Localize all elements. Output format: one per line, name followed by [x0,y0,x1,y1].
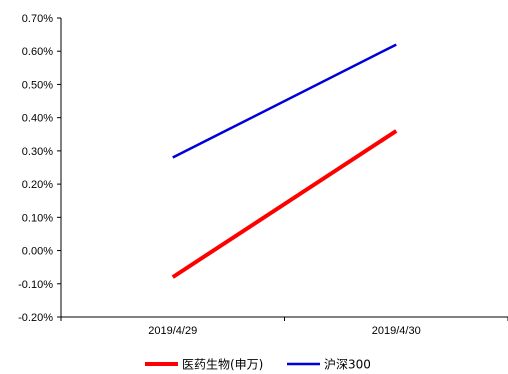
y-tick-label: 0.60% [22,46,53,58]
y-tick-label: -0.20% [18,312,53,324]
series-line-1 [172,43,397,159]
y-tick-label: -0.10% [18,279,53,291]
y-tick-label: 0.00% [22,246,53,258]
y-tick-label: 0.10% [22,212,53,224]
y-tick-label: 0.20% [22,179,53,191]
y-axis: -0.20% -0.10% 0.00% 0.10% 0.20% 0.30% 0.40% 0.5… [18,13,62,324]
series-line-0 [171,129,398,279]
y-tick-label: 0.30% [22,146,53,158]
y-tick-label: 0.50% [22,79,53,91]
legend-label-0: 医药生物(申万) [182,358,263,372]
x-axis: 2019/4/29 2019/4/30 [60,316,508,337]
series-layer [171,43,398,279]
y-tick-label: 0.40% [22,113,53,125]
legend: 医药生物(申万) 沪深300 [145,358,371,372]
x-tick-label: 2019/4/29 [148,325,197,337]
legend-label-1: 沪深300 [324,358,371,372]
x-tick-label: 2019/4/30 [372,325,421,337]
y-tick-label: 0.70% [22,13,53,25]
